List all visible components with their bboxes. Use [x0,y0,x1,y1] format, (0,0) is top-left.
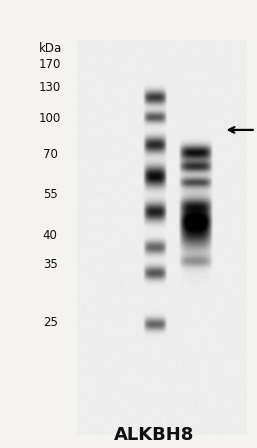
Text: 40: 40 [43,228,58,242]
Text: 55: 55 [43,188,58,202]
Text: 70: 70 [43,148,58,161]
Text: 100: 100 [39,112,61,125]
Text: ALKBH8: ALKBH8 [114,426,194,444]
Text: 170: 170 [39,58,61,72]
Text: 25: 25 [43,316,58,329]
Text: 130: 130 [39,81,61,94]
Text: 35: 35 [43,258,58,271]
Text: kDa: kDa [39,42,62,55]
